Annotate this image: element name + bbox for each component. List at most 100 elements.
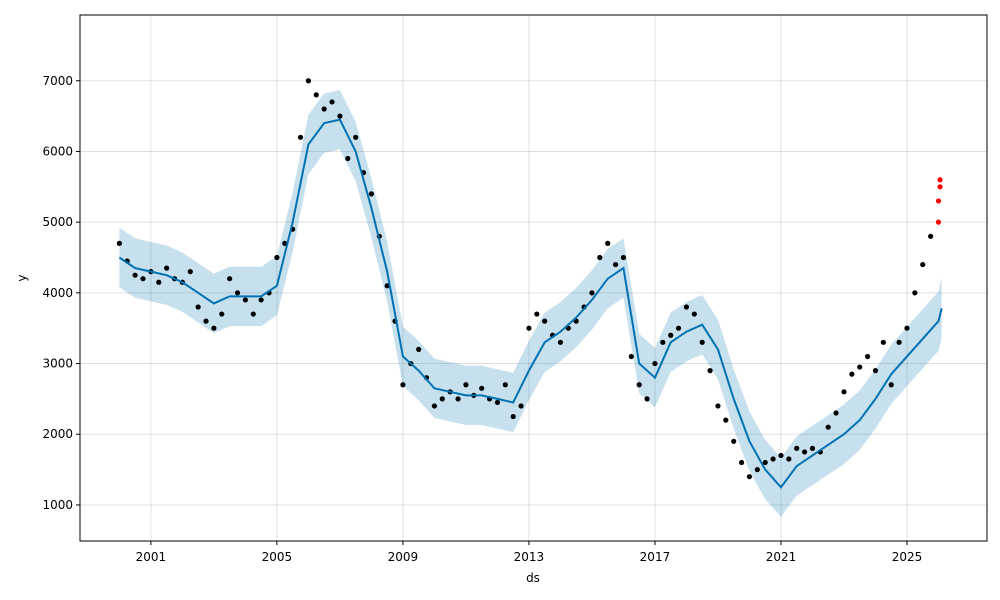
data-point: [770, 456, 776, 462]
data-point: [479, 385, 485, 391]
data-point: [234, 290, 241, 296]
data-point: [636, 382, 642, 388]
data-point: [731, 438, 737, 444]
data-point: [801, 449, 808, 455]
data-point: [463, 382, 469, 388]
data-point: [156, 279, 162, 285]
data-point: [809, 445, 816, 451]
data-point: [297, 134, 304, 140]
data-point: [140, 276, 146, 282]
data-point: [329, 99, 335, 105]
data-point: [896, 339, 902, 345]
x-tick-label: 2001: [136, 550, 167, 564]
data-point: [872, 368, 879, 374]
data-point: [250, 311, 256, 317]
data-point: [242, 297, 248, 303]
data-point: [699, 339, 705, 345]
data-point: [510, 413, 516, 420]
y-tick-label: 1000: [42, 498, 73, 512]
data-point: [439, 396, 445, 402]
data-point: [195, 304, 201, 310]
data-point: [219, 311, 225, 317]
x-tick-label: 2009: [388, 550, 419, 564]
data-point: [305, 78, 312, 84]
x-tick-label: 2017: [640, 550, 671, 564]
data-point: [353, 134, 359, 140]
data-point: [660, 339, 666, 345]
data-point: [321, 106, 327, 112]
data-point: [786, 456, 792, 462]
data-point: [707, 368, 713, 374]
data-point: [794, 445, 800, 451]
data-point: [132, 272, 138, 278]
data-point: [612, 261, 619, 268]
y-tick-label: 4000: [42, 286, 73, 300]
data-point: [668, 332, 674, 338]
data-point: [841, 389, 847, 395]
data-point: [116, 240, 122, 246]
data-point: [518, 403, 524, 409]
data-point: [715, 403, 721, 409]
data-point: [644, 396, 650, 402]
data-point: [691, 311, 697, 317]
forecast-line: [118, 118, 943, 489]
data-point: [384, 283, 390, 289]
x-tick-label: 2005: [262, 550, 293, 564]
data-point: [211, 325, 217, 331]
data-point: [937, 184, 943, 190]
y-tick-label: 5000: [42, 215, 73, 229]
y-tick-label: 2000: [42, 427, 73, 441]
data-point: [502, 382, 508, 388]
data-point: [203, 318, 209, 324]
data-point: [937, 177, 943, 183]
data-point: [849, 371, 855, 377]
x-tick-label: 2021: [766, 550, 797, 564]
data-point: [345, 155, 351, 162]
data-point: [723, 417, 729, 423]
data-point: [597, 254, 603, 261]
data-point: [227, 276, 233, 282]
data-point: [431, 403, 438, 409]
data-point: [589, 290, 595, 296]
data-point: [762, 459, 768, 466]
data-point: [652, 360, 658, 367]
data-point: [258, 297, 264, 303]
data-point: [888, 382, 894, 388]
y-tick-label: 6000: [42, 144, 73, 158]
data-point: [416, 346, 422, 353]
uncertainty-band: [119, 89, 942, 517]
data-point: [557, 339, 564, 345]
data-point: [864, 353, 871, 360]
data-point: [825, 424, 831, 430]
data-point: [313, 92, 319, 98]
x-axis-label: ds: [526, 571, 540, 585]
data-point: [337, 113, 343, 119]
data-point: [754, 466, 760, 473]
data-point: [400, 382, 406, 388]
data-point: [605, 240, 611, 246]
x-tick-label: 2013: [514, 550, 545, 564]
data-point: [857, 364, 863, 370]
data-point: [675, 325, 682, 331]
data-point: [187, 269, 193, 275]
x-tick-label: 2025: [892, 550, 923, 564]
data-point: [274, 254, 280, 261]
data-point: [494, 399, 501, 406]
data-point: [738, 459, 745, 466]
plot-frame: [79, 14, 988, 542]
data-point: [912, 290, 918, 296]
data-point: [164, 265, 170, 271]
y-axis-label: y: [15, 274, 29, 281]
data-point: [778, 452, 784, 459]
data-point: [935, 198, 942, 204]
data-point: [904, 325, 910, 331]
data-point: [620, 254, 627, 261]
y-tick-label: 3000: [42, 357, 73, 371]
y-tick-label: 7000: [42, 74, 73, 88]
data-point: [628, 353, 634, 360]
data-point: [534, 311, 540, 317]
data-point: [542, 318, 548, 324]
data-point: [455, 396, 461, 402]
